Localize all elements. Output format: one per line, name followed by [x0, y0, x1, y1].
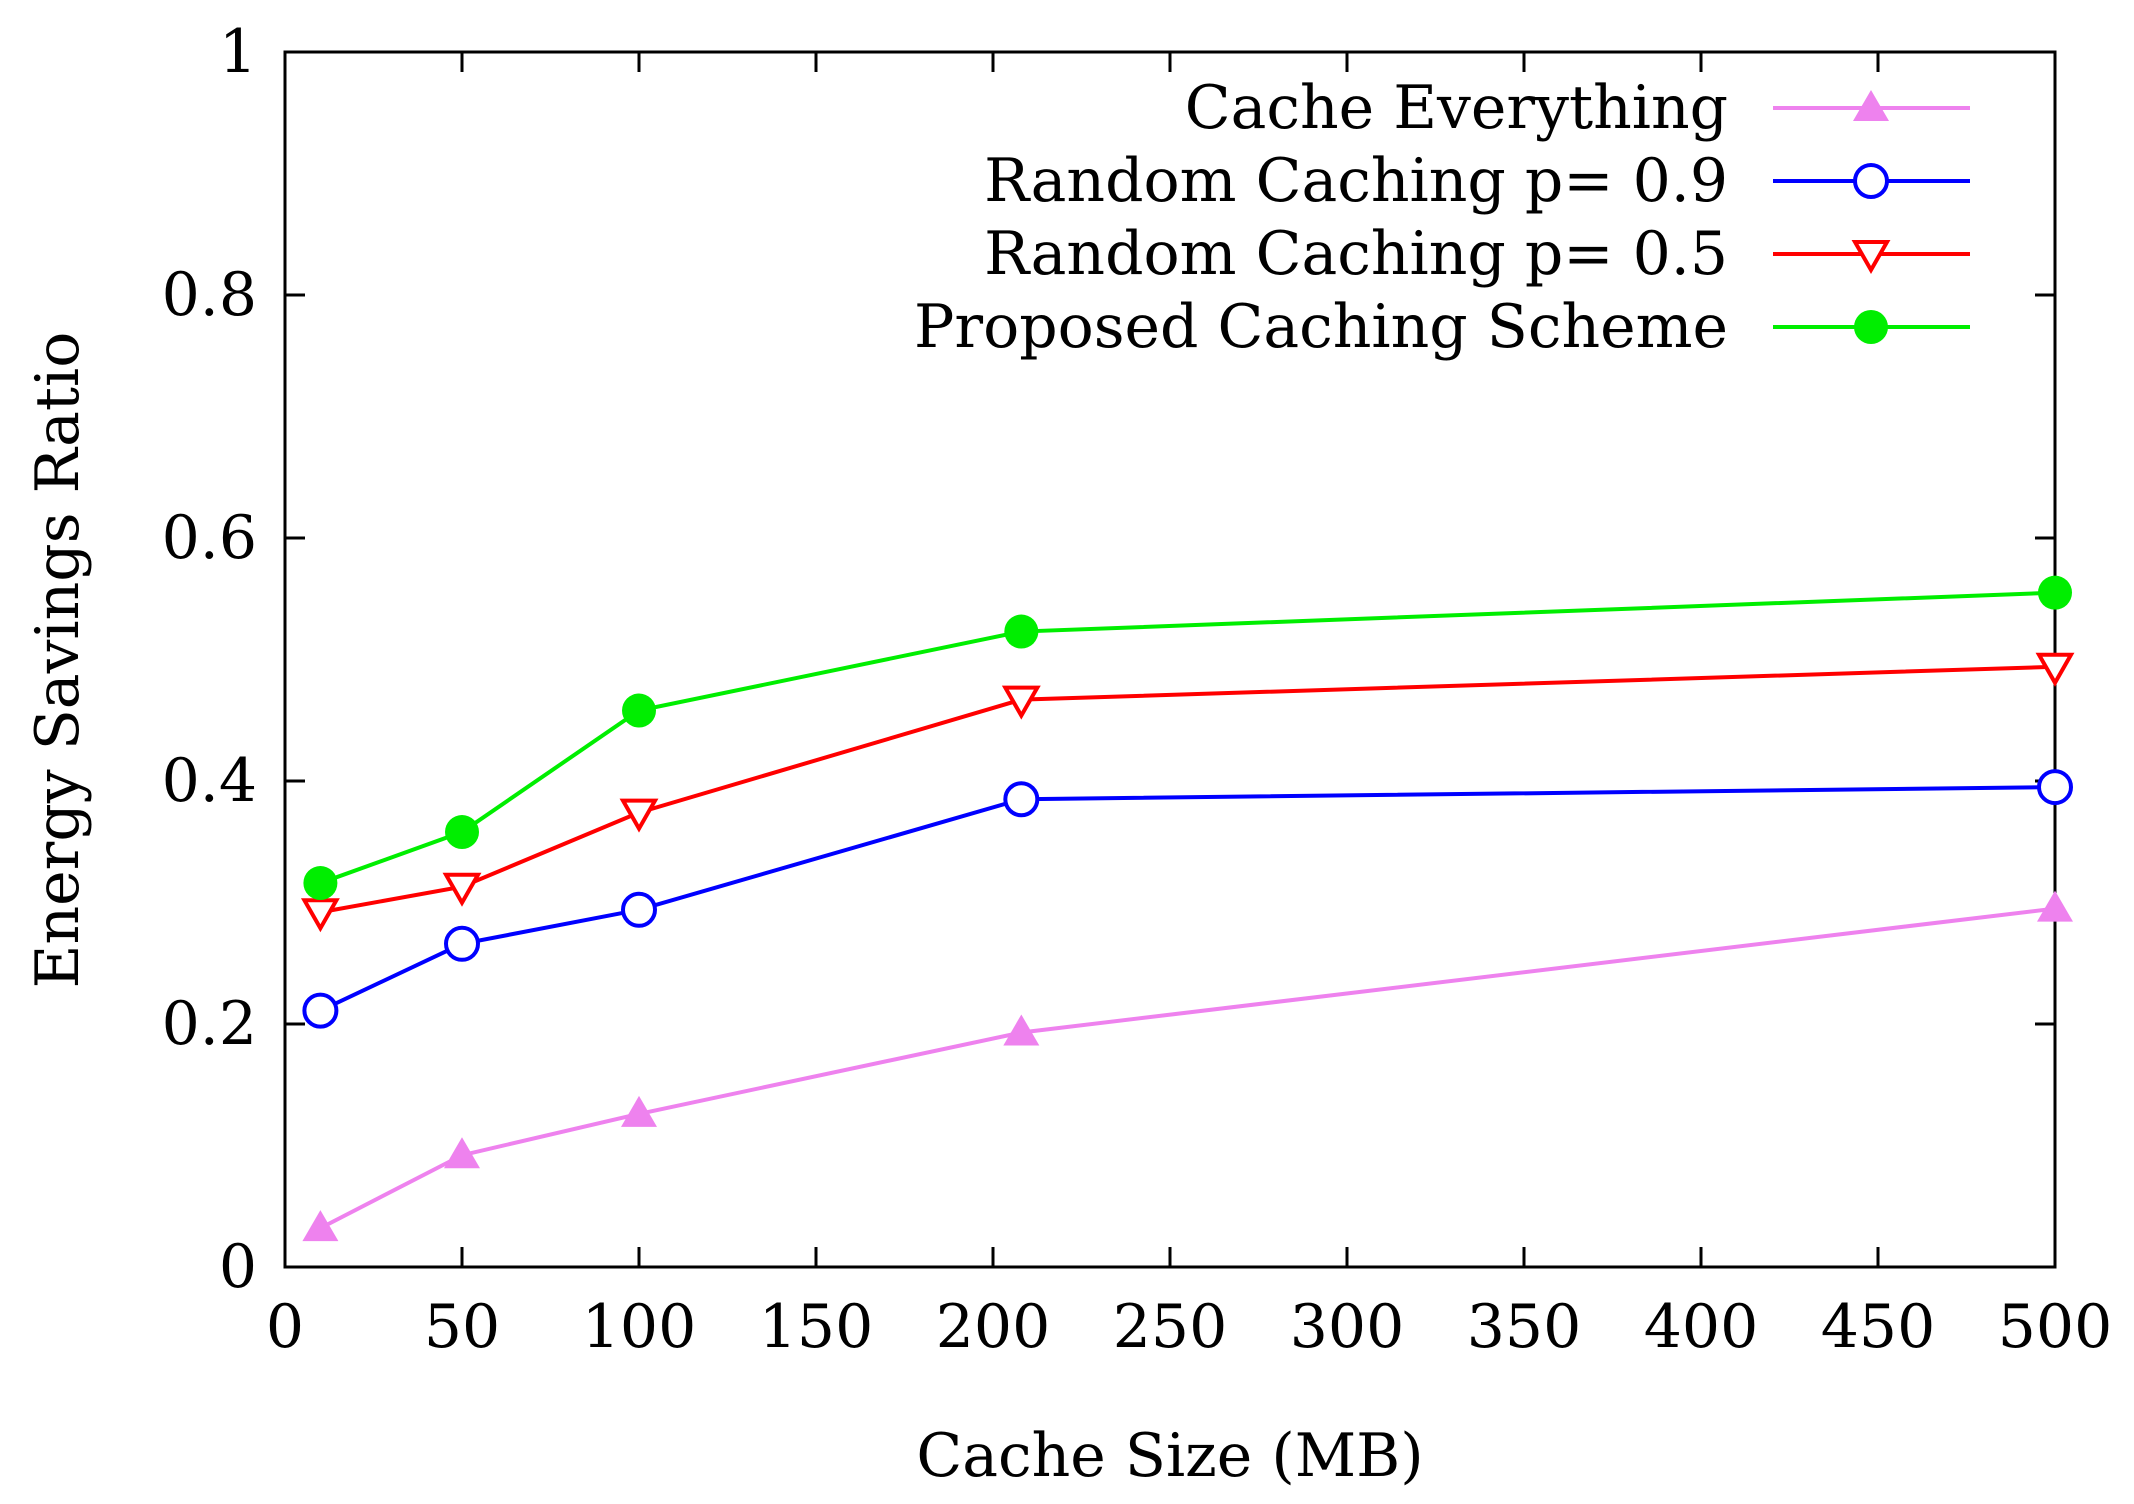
data-point: [444, 1137, 480, 1169]
data-point: [445, 815, 479, 850]
x-axis-title: Cache Size (MB): [916, 1421, 1423, 1491]
data-point: [621, 1095, 657, 1127]
x-tick-label: 0: [266, 1292, 304, 1362]
y-tick-label: 0.2: [162, 989, 257, 1059]
data-point: [300, 898, 340, 933]
x-tick-label: 50: [424, 1292, 500, 1362]
series-line: [319, 906, 2056, 1230]
data-point: [1001, 685, 1041, 720]
data-point: [1003, 781, 1040, 818]
series-4: [303, 575, 2072, 901]
x-tick-label: 300: [1290, 1292, 1405, 1362]
series-1: [302, 890, 2073, 1242]
x-tick-label: 350: [1467, 1292, 1582, 1362]
y-tick-label: 0.8: [162, 260, 257, 330]
legend-label: Random Caching p= 0.5: [984, 219, 1728, 289]
data-point: [444, 925, 480, 962]
data-point: [2037, 890, 2073, 922]
y-tick-label: 0.4: [162, 746, 257, 816]
y-axis-title: Energy Savings Ratio: [23, 332, 93, 989]
data-point: [302, 992, 339, 1029]
legend-marker: [1853, 163, 1889, 199]
x-axis-ticks: 0 50 100 150 200 250 300 350 400 450 500: [266, 52, 2112, 1362]
data-point: [621, 891, 657, 928]
data-point: [302, 1210, 339, 1242]
legend-label: Proposed Caching Scheme: [914, 292, 1728, 362]
series-2: [302, 769, 2073, 1029]
y-tick-label: 1: [219, 17, 257, 87]
legend-label: Cache Everything: [1185, 73, 1728, 143]
x-tick-label: 500: [1998, 1292, 2113, 1362]
data-point: [2037, 769, 2073, 806]
x-tick-label: 400: [1644, 1292, 1759, 1362]
legend-marker: [1853, 90, 1889, 121]
data-point: [2035, 652, 2075, 687]
x-tick-label: 450: [1821, 1292, 1936, 1362]
x-tick-label: 150: [759, 1292, 874, 1362]
y-tick-label: 0.6: [162, 503, 257, 573]
data-point: [1003, 1014, 1040, 1046]
series-line: [319, 590, 2056, 885]
y-tick-label: 0: [219, 1232, 257, 1302]
x-tick-label: 250: [1113, 1292, 1228, 1362]
data-point: [442, 872, 482, 907]
data-point: [2038, 575, 2072, 610]
legend-label: Random Caching p= 0.9: [984, 146, 1728, 216]
series-line: [319, 785, 2056, 1013]
x-tick-label: 200: [936, 1292, 1051, 1362]
y-axis-ticks: 0 0.2 0.4 0.6 0.8 1: [162, 17, 2055, 1302]
series-layer: [300, 575, 2075, 1242]
legend-marker: [1854, 310, 1888, 344]
data-point: [622, 693, 656, 728]
data-point: [619, 798, 659, 833]
data-point: [1004, 614, 1039, 649]
series-3: [300, 652, 2075, 933]
data-point: [303, 866, 338, 901]
x-tick-label: 100: [582, 1292, 697, 1362]
legend-marker: [1851, 240, 1891, 275]
